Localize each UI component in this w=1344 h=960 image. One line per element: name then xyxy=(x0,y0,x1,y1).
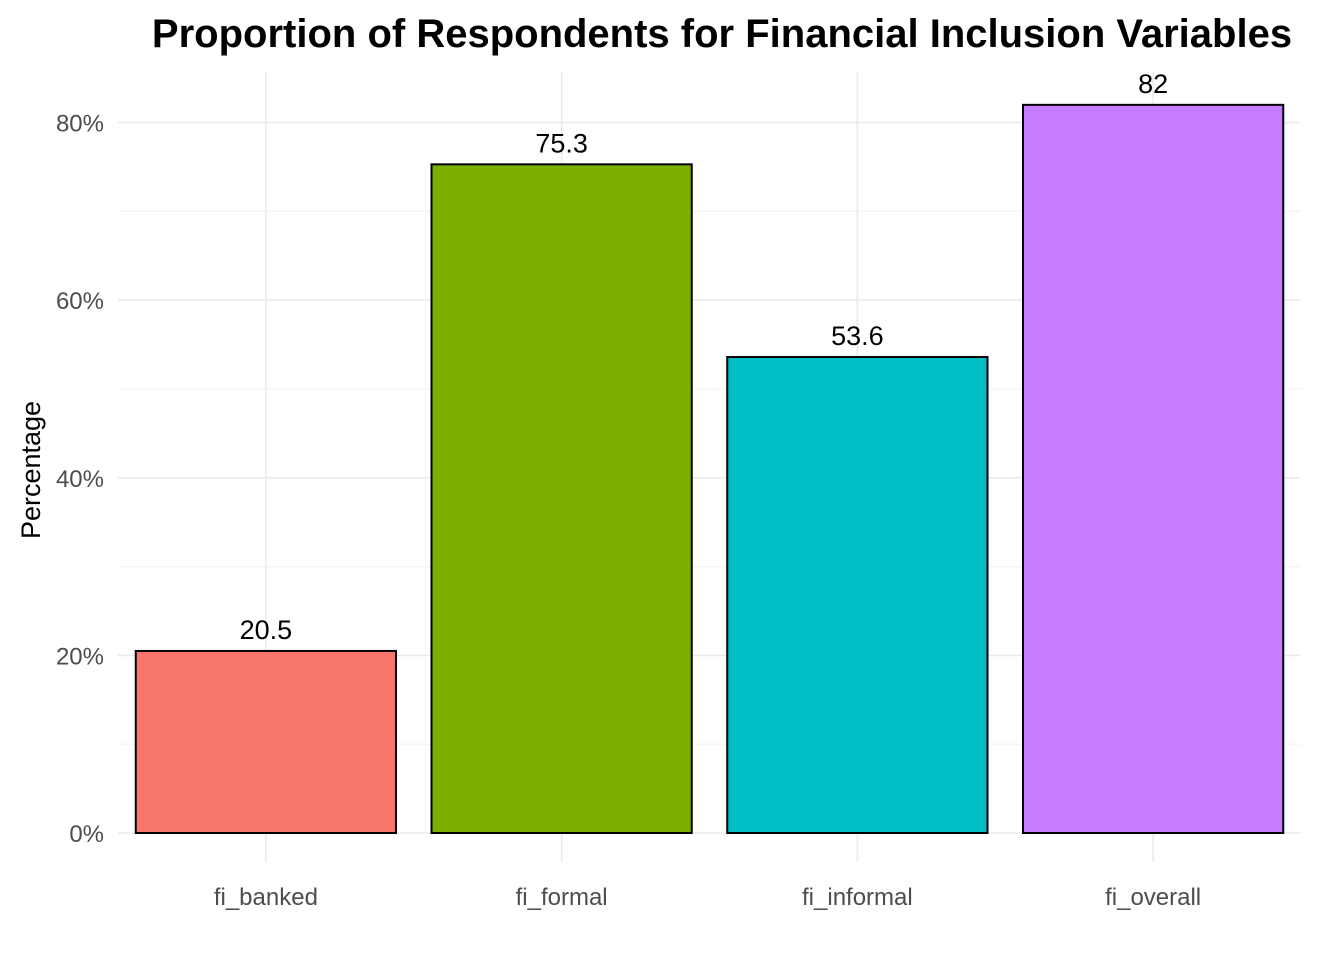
y-tick-label: 20% xyxy=(56,643,104,670)
bar-fi_banked xyxy=(134,649,398,835)
data-labels: 20.5 75.3 53.6 82 xyxy=(240,69,1169,645)
bar-fi_formal xyxy=(430,163,693,834)
bar-fi_informal xyxy=(726,356,989,834)
x-axis-ticks: fi_banked fi_formal fi_informal fi_overall xyxy=(214,884,1201,911)
x-tick-label: fi_banked xyxy=(214,884,318,911)
data-label-fi_formal: 75.3 xyxy=(535,128,588,158)
data-label-fi_informal: 53.6 xyxy=(831,321,884,351)
y-tick-label: 60% xyxy=(56,288,104,315)
y-axis-ticks: 0% 20% 40% 60% 80% xyxy=(56,111,104,848)
y-tick-label: 0% xyxy=(69,821,104,848)
y-tick-label: 80% xyxy=(56,111,104,138)
y-axis-title: Percentage xyxy=(16,401,46,539)
data-label-fi_banked: 20.5 xyxy=(240,615,293,645)
bar-fi_overall xyxy=(1021,103,1285,834)
x-tick-label: fi_formal xyxy=(516,884,608,911)
chart-title: Proportion of Respondents for Financial … xyxy=(152,12,1292,56)
y-tick-label: 40% xyxy=(56,466,104,493)
bars xyxy=(134,103,1285,835)
x-tick-label: fi_overall xyxy=(1105,884,1201,911)
x-tick-label: fi_informal xyxy=(802,884,913,911)
data-label-fi_overall: 82 xyxy=(1138,69,1168,99)
